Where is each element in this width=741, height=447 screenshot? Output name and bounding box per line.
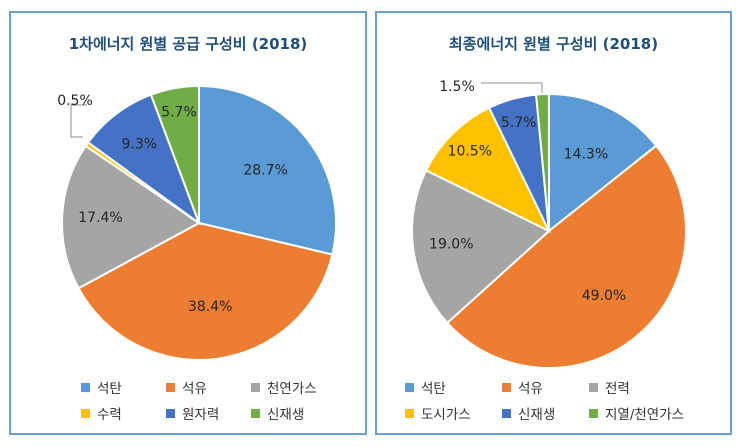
pie-slice [198,84,337,256]
data-label: 19.0% [429,237,473,253]
legend-label: 석탄 [97,381,122,397]
pie-slice [77,221,334,361]
legend-swatch [81,408,90,418]
legend-label: 수력 [97,407,122,423]
chart-title: 1차에너지 원별 공급 구성비 (2018) [68,35,308,53]
legend-label: 석유 [518,381,543,397]
legend-swatch [589,382,598,392]
pie-slice [61,144,201,290]
pie-slice [535,92,550,232]
leader-line [70,104,87,138]
legend-item: 원자력 [166,403,219,423]
data-label: 14.3% [564,147,608,163]
data-label: 1.5% [439,79,475,95]
legend-swatch [251,382,260,392]
legend-label: 원자력 [182,407,220,423]
data-label: 49.0% [582,288,626,304]
legend-item: 수력 [81,403,122,423]
pie-slice [149,84,200,224]
data-label: 28.7% [243,162,287,178]
pie-slice [86,93,202,226]
data-label: 5.7% [501,115,537,131]
pie-slice [411,169,551,325]
legend-item: 지열/천연가스 [589,403,684,423]
data-label: 9.3% [122,137,158,153]
legend-item: 석탄 [405,377,446,397]
leader-line [481,82,543,93]
pie-slice [445,144,687,369]
pie-slice [424,106,552,234]
final-energy-chart-panel: 최종에너지 원별 구성비 (2018) 14.3% 49.0% 19.0% 10.5%… [375,11,732,435]
final-energy-pie-chart: 14.3% 49.0% 19.0% 10.5% 5.7% 1.5% [411,79,687,369]
data-label: 17.4% [78,210,122,226]
legend-item: 천연가스 [251,377,317,397]
legend-label: 신재생 [267,407,305,423]
legend-label: 천연가스 [267,381,317,397]
data-label: 5.7% [161,105,197,121]
legend-label: 전력 [605,381,630,397]
primary-energy-chart-panel: 1차에너지 원별 공급 구성비 (2018) 28.7% 38.4% 17.4% 0.… [9,11,367,435]
legend-item: 신재생 [502,403,555,423]
legend-swatch [166,382,175,392]
legend-item: 석유 [166,377,207,397]
legend-item: 도시가스 [405,403,471,423]
legend-swatch [502,382,511,392]
legend-label: 도시가스 [421,407,471,423]
legend-label: 신재생 [518,407,556,423]
legend-swatch [589,408,598,418]
legend-swatch [81,382,90,392]
legend-swatch [502,408,511,418]
legend-item: 전력 [589,377,630,397]
primary-energy-pie-chart: 28.7% 38.4% 17.4% 0.5% 9.3%5.7% [57,84,337,361]
legend-label: 석탄 [421,381,446,397]
legend-swatch [405,382,414,392]
pie-slice [548,92,658,234]
data-label: 10.5% [448,143,492,159]
legend-label: 지열/천연가스 [605,407,685,423]
chart-title: 최종에너지 원별 구성비 (2018) [448,35,659,53]
legend-label: 석유 [182,381,207,397]
legend-swatch [166,408,175,418]
legend-item: 석탄 [81,377,122,397]
legend-item: 석유 [502,377,543,397]
legend-swatch [405,408,414,418]
data-label: 0.5% [57,93,93,109]
data-label: 38.4% [188,299,232,315]
legend-swatch [251,408,260,418]
legend-item: 신재생 [251,403,304,423]
